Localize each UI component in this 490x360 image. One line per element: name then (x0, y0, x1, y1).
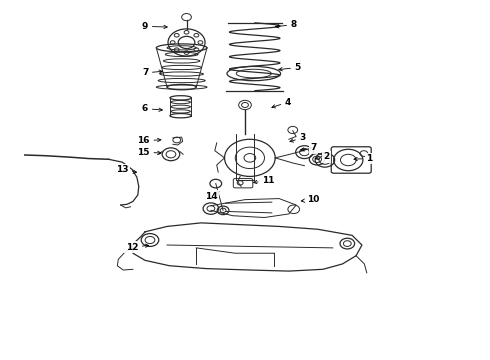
Text: 7: 7 (142, 68, 162, 77)
Text: 5: 5 (279, 63, 301, 72)
Text: 8: 8 (275, 20, 297, 29)
Text: 2: 2 (316, 152, 330, 161)
Text: 6: 6 (142, 104, 162, 113)
Text: 3: 3 (290, 133, 306, 142)
Text: 14: 14 (205, 192, 219, 201)
Text: 1: 1 (354, 154, 372, 163)
Text: 15: 15 (137, 148, 161, 157)
Text: 7: 7 (301, 143, 317, 152)
Text: 11: 11 (253, 176, 274, 185)
Text: 16: 16 (137, 136, 161, 145)
Text: 10: 10 (301, 195, 319, 204)
Text: 9: 9 (142, 22, 167, 31)
Text: 12: 12 (126, 243, 149, 252)
Text: 4: 4 (272, 98, 291, 108)
Text: 13: 13 (116, 166, 137, 175)
